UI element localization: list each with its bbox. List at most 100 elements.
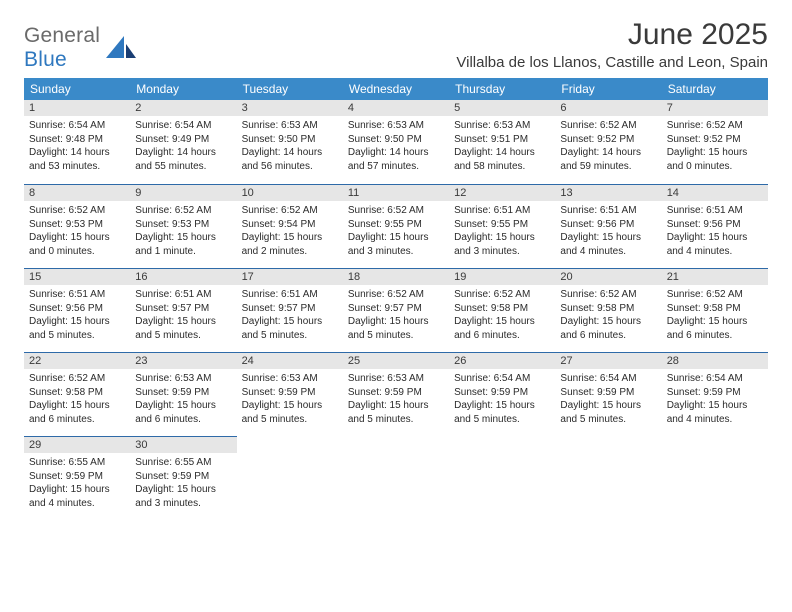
day-body: Sunrise: 6:52 AMSunset: 9:58 PMDaylight:… [555,285,661,346]
calendar-day-cell: 3Sunrise: 6:53 AMSunset: 9:50 PMDaylight… [237,100,343,184]
daylight-text: and 5 minutes. [454,413,550,427]
sunset-text: Sunset: 9:56 PM [29,302,125,316]
daylight-text: and 57 minutes. [348,160,444,174]
daylight-text: Daylight: 15 hours [560,231,656,245]
day-number: 29 [24,436,130,453]
day-number: 1 [24,100,130,116]
day-number: 10 [237,184,343,201]
brand-logo: General Blue [24,24,136,72]
day-body: Sunrise: 6:52 AMSunset: 9:52 PMDaylight:… [555,116,661,177]
calendar-day-cell: 15Sunrise: 6:51 AMSunset: 9:56 PMDayligh… [24,268,130,352]
sunrise-text: Sunrise: 6:53 AM [135,372,231,386]
daylight-text: Daylight: 15 hours [454,231,550,245]
daylight-text: and 3 minutes. [348,245,444,259]
day-number: 3 [237,100,343,116]
daylight-text: and 2 minutes. [242,245,338,259]
day-body: Sunrise: 6:52 AMSunset: 9:53 PMDaylight:… [130,201,236,262]
daylight-text: Daylight: 15 hours [667,146,763,160]
daylight-text: and 53 minutes. [29,160,125,174]
calendar-day-cell: .. [662,436,768,520]
day-number: 15 [24,268,130,285]
sunrise-text: Sunrise: 6:53 AM [348,119,444,133]
title-block: June 2025 Villalba de los Llanos, Castil… [456,18,768,71]
calendar-day-cell: 14Sunrise: 6:51 AMSunset: 9:56 PMDayligh… [662,184,768,268]
calendar-day-cell: 26Sunrise: 6:54 AMSunset: 9:59 PMDayligh… [449,352,555,436]
sunrise-text: Sunrise: 6:52 AM [348,204,444,218]
sunset-text: Sunset: 9:59 PM [242,386,338,400]
sunset-text: Sunset: 9:58 PM [454,302,550,316]
daylight-text: Daylight: 15 hours [29,399,125,413]
daylight-text: Daylight: 15 hours [454,399,550,413]
daylight-text: Daylight: 15 hours [348,399,444,413]
calendar-day-cell: 22Sunrise: 6:52 AMSunset: 9:58 PMDayligh… [24,352,130,436]
weekday-header: Friday [555,78,661,100]
daylight-text: Daylight: 15 hours [242,315,338,329]
page-header: General Blue June 2025 Villalba de los L… [24,18,768,72]
calendar-day-cell: 12Sunrise: 6:51 AMSunset: 9:55 PMDayligh… [449,184,555,268]
day-body: Sunrise: 6:52 AMSunset: 9:54 PMDaylight:… [237,201,343,262]
sunrise-text: Sunrise: 6:54 AM [560,372,656,386]
brand-general: General [24,24,100,47]
daylight-text: and 5 minutes. [242,413,338,427]
daylight-text: and 55 minutes. [135,160,231,174]
day-body: Sunrise: 6:54 AMSunset: 9:49 PMDaylight:… [130,116,236,177]
daylight-text: Daylight: 15 hours [667,315,763,329]
sunrise-text: Sunrise: 6:55 AM [135,456,231,470]
sunrise-text: Sunrise: 6:53 AM [348,372,444,386]
month-title: June 2025 [456,18,768,52]
sunrise-text: Sunrise: 6:52 AM [560,119,656,133]
day-number: 17 [237,268,343,285]
sunrise-text: Sunrise: 6:51 AM [667,204,763,218]
sunrise-text: Sunrise: 6:51 AM [29,288,125,302]
daylight-text: and 0 minutes. [667,160,763,174]
daylight-text: Daylight: 15 hours [135,315,231,329]
sunset-text: Sunset: 9:57 PM [135,302,231,316]
daylight-text: and 5 minutes. [560,413,656,427]
daylight-text: and 4 minutes. [29,497,125,511]
calendar-day-cell: 6Sunrise: 6:52 AMSunset: 9:52 PMDaylight… [555,100,661,184]
sail-icon [106,34,136,65]
day-number: 4 [343,100,449,116]
day-number: 11 [343,184,449,201]
day-body: Sunrise: 6:51 AMSunset: 9:56 PMDaylight:… [24,285,130,346]
day-number: 20 [555,268,661,285]
sunrise-text: Sunrise: 6:52 AM [135,204,231,218]
day-number: 16 [130,268,236,285]
daylight-text: and 1 minute. [135,245,231,259]
sunset-text: Sunset: 9:56 PM [560,218,656,232]
calendar-day-cell: 24Sunrise: 6:53 AMSunset: 9:59 PMDayligh… [237,352,343,436]
daylight-text: Daylight: 15 hours [667,231,763,245]
brand-blue: Blue [24,48,67,71]
sunset-text: Sunset: 9:59 PM [135,470,231,484]
day-body: Sunrise: 6:53 AMSunset: 9:59 PMDaylight:… [343,369,449,430]
day-number: 21 [662,268,768,285]
calendar-day-cell: 5Sunrise: 6:53 AMSunset: 9:51 PMDaylight… [449,100,555,184]
day-body: Sunrise: 6:53 AMSunset: 9:50 PMDaylight:… [237,116,343,177]
daylight-text: Daylight: 14 hours [560,146,656,160]
day-number: 13 [555,184,661,201]
day-body: Sunrise: 6:52 AMSunset: 9:53 PMDaylight:… [24,201,130,262]
calendar-table: Sunday Monday Tuesday Wednesday Thursday… [24,78,768,520]
sunrise-text: Sunrise: 6:52 AM [29,372,125,386]
day-body: Sunrise: 6:51 AMSunset: 9:57 PMDaylight:… [130,285,236,346]
weekday-header: Wednesday [343,78,449,100]
calendar-day-cell: 2Sunrise: 6:54 AMSunset: 9:49 PMDaylight… [130,100,236,184]
calendar-week-row: 8Sunrise: 6:52 AMSunset: 9:53 PMDaylight… [24,184,768,268]
daylight-text: and 4 minutes. [560,245,656,259]
day-number: 14 [662,184,768,201]
daylight-text: and 59 minutes. [560,160,656,174]
calendar-day-cell: .. [237,436,343,520]
sunrise-text: Sunrise: 6:53 AM [242,372,338,386]
day-number: 27 [555,352,661,369]
day-body: Sunrise: 6:54 AMSunset: 9:59 PMDaylight:… [662,369,768,430]
day-body: Sunrise: 6:53 AMSunset: 9:51 PMDaylight:… [449,116,555,177]
sunrise-text: Sunrise: 6:53 AM [242,119,338,133]
calendar-day-cell: 25Sunrise: 6:53 AMSunset: 9:59 PMDayligh… [343,352,449,436]
calendar-day-cell: .. [449,436,555,520]
sunset-text: Sunset: 9:54 PM [242,218,338,232]
calendar-day-cell: 1Sunrise: 6:54 AMSunset: 9:48 PMDaylight… [24,100,130,184]
sunset-text: Sunset: 9:50 PM [348,133,444,147]
day-number: 26 [449,352,555,369]
daylight-text: Daylight: 15 hours [135,231,231,245]
weekday-header-row: Sunday Monday Tuesday Wednesday Thursday… [24,78,768,100]
